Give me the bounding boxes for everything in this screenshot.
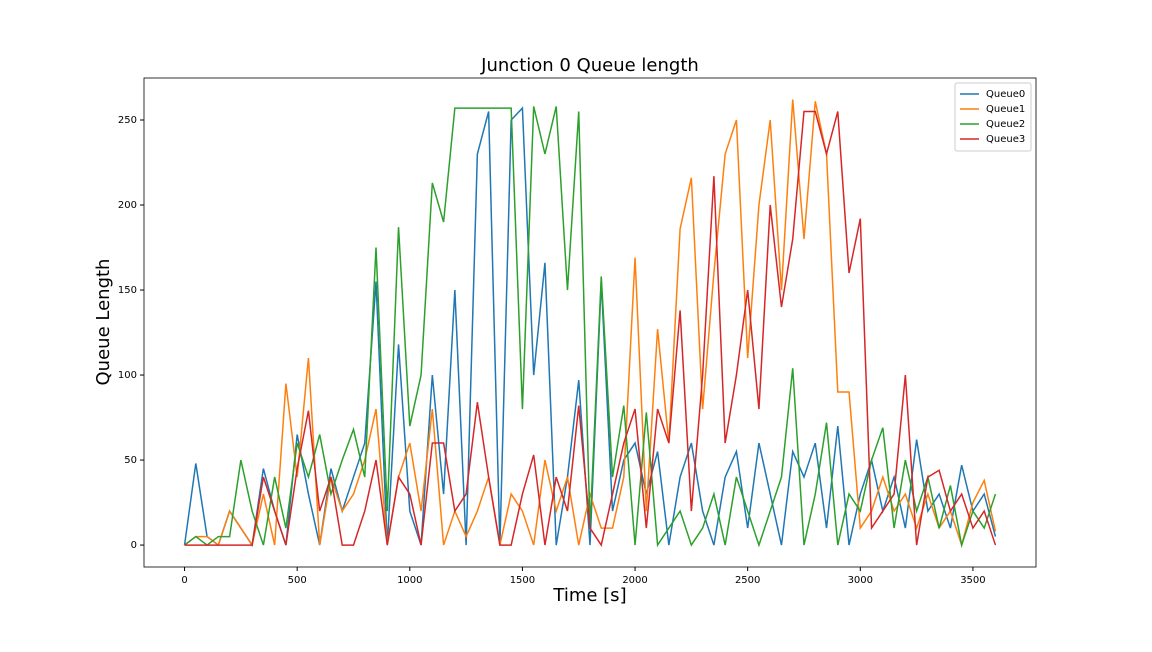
legend-box	[954, 82, 1032, 152]
legend-label: Queue2	[986, 119, 1025, 130]
x-tick-label: 3500	[960, 575, 985, 586]
y-tick-label: 0	[131, 540, 137, 551]
y-axis-label: Queue Length	[93, 259, 114, 386]
y-tick-label: 50	[124, 455, 137, 466]
x-tick-label: 3000	[848, 575, 873, 586]
legend-label: Queue1	[986, 104, 1025, 115]
series-line	[184, 110, 997, 547]
plot-frame	[143, 77, 1037, 568]
chart-title: Junction 0 Queue length	[480, 55, 699, 76]
x-tick-label: 0	[181, 575, 187, 586]
legend-label: Queue0	[986, 89, 1025, 100]
legend-label: Queue3	[986, 134, 1025, 145]
x-tick-label: 2000	[622, 575, 647, 586]
x-tick-label: 1500	[510, 575, 535, 586]
y-tick-label: 250	[118, 115, 137, 126]
x-tick-label: 500	[288, 575, 307, 586]
x-axis-label: Time [s]	[552, 585, 626, 606]
series-line	[183, 106, 997, 548]
series-line	[184, 99, 997, 548]
y-tick-label: 200	[118, 200, 137, 211]
x-tick-label: 1000	[397, 575, 422, 586]
y-tick-label: 100	[118, 370, 137, 381]
legend: Queue0 Queue1 Queue2 Queue3	[954, 82, 1032, 152]
y-tick-label: 150	[118, 285, 137, 296]
x-tick-label: 2500	[735, 575, 760, 586]
